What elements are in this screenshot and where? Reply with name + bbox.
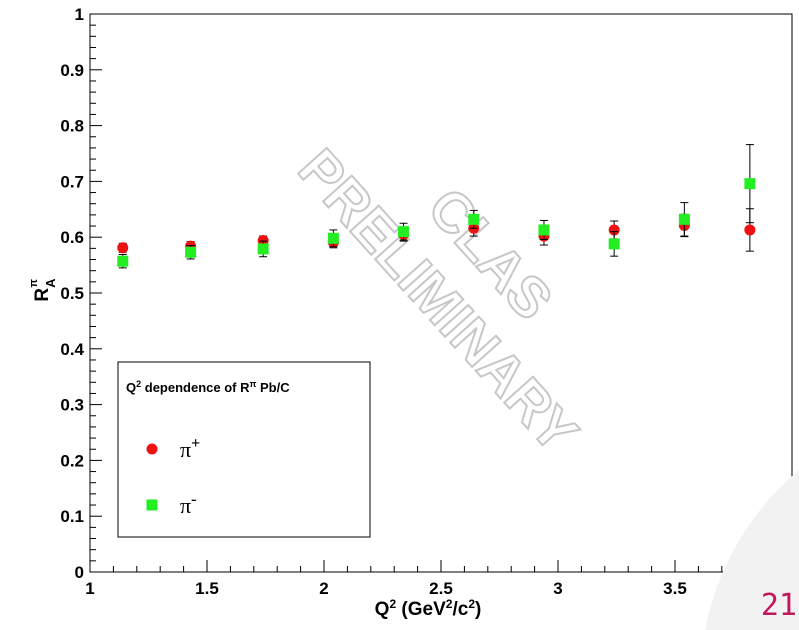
y-tick-label: 0.7 — [60, 172, 84, 191]
x-axis-title: Q2 (GeV2/c2) — [375, 597, 482, 620]
legend-marker-pi-minus — [146, 499, 158, 511]
slide-corner-decoration — [705, 470, 799, 630]
data-point — [468, 213, 480, 225]
legend-marker-pi-plus — [146, 443, 158, 455]
page-number: 21 — [761, 588, 797, 623]
y-tick-label: 0.2 — [60, 451, 84, 470]
data-marks — [117, 144, 756, 269]
x-tick-label: 1.5 — [195, 579, 219, 598]
data-point — [744, 178, 756, 190]
y-tick-label: 0.9 — [60, 61, 84, 80]
y-tick-label: 0.3 — [60, 396, 84, 415]
data-point — [538, 224, 550, 236]
data-point — [744, 224, 756, 236]
x-tick-label: 1 — [85, 579, 94, 598]
data-point — [398, 226, 410, 238]
series-pi-minus — [117, 144, 756, 269]
data-point — [257, 243, 269, 255]
legend-label-pi-minus: π- — [180, 491, 196, 518]
y-axis-title: RAπ — [28, 278, 58, 302]
data-point — [327, 232, 339, 244]
legend-title: Q2 dependence of Rπ Pb/C — [126, 379, 290, 395]
y-tick-label: 0.6 — [60, 228, 84, 247]
x-tick-label: 2 — [319, 579, 328, 598]
x-tick-label: 2.5 — [429, 579, 453, 598]
svg-text:RAπ: RAπ — [28, 278, 58, 302]
y-tick-label: 0.1 — [60, 507, 84, 526]
data-point — [257, 235, 269, 247]
legend: Q2 dependence of Rπ Pb/C π+ π- — [117, 361, 371, 538]
data-point — [608, 224, 620, 236]
y-tick-label: 0 — [75, 563, 84, 582]
data-point — [678, 213, 690, 225]
y-tick-label: 1 — [75, 5, 84, 24]
y-tick-label: 0.4 — [60, 340, 84, 359]
y-tick-label: 0.5 — [60, 284, 84, 303]
legend-box — [117, 361, 371, 538]
data-point — [185, 246, 197, 258]
data-point — [608, 238, 620, 250]
x-tick-label: 3 — [553, 579, 562, 598]
legend-label-pi-plus: π+ — [180, 435, 200, 462]
y-tick-label: 0.8 — [60, 117, 84, 136]
data-point — [117, 242, 129, 254]
data-point — [117, 255, 129, 267]
x-tick-label: 3.5 — [663, 579, 687, 598]
